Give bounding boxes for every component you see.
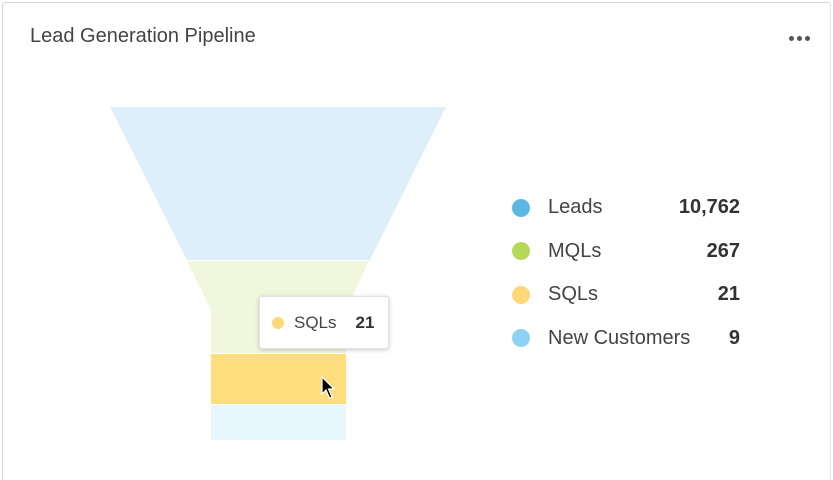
tooltip-label: SQLs	[294, 312, 337, 332]
legend-value: 10,762	[678, 196, 740, 219]
arrow-cursor-icon	[321, 376, 336, 399]
legend-label: Leads	[548, 196, 603, 219]
dot	[797, 35, 802, 41]
legend-item-leads[interactable]: Leads 10,762	[512, 186, 740, 230]
legend-value: 267	[706, 239, 740, 262]
chart-title: Lead Generation Pipeline	[30, 25, 256, 47]
legend-value: 21	[717, 283, 740, 306]
funnel-segment-leads[interactable]	[110, 107, 446, 260]
funnel-segment-new-customers[interactable]	[211, 405, 346, 440]
legend-item-sqls[interactable]: SQLs 21	[512, 273, 740, 317]
legend-label: MQLs	[548, 239, 602, 262]
legend-dot-mqls	[512, 242, 530, 261]
dot	[805, 35, 810, 41]
chart-legend: Leads 10,762 MQLs 267 SQLs 21 New Custom…	[512, 186, 740, 360]
legend-value: 9	[728, 326, 740, 349]
legend-label: New Customers	[548, 326, 691, 349]
funnel-segment-sqls[interactable]	[211, 354, 346, 404]
legend-dot-sqls	[512, 285, 530, 304]
more-options-icon[interactable]	[789, 34, 815, 42]
legend-dot-leads	[512, 198, 530, 217]
chart-tooltip: SQLs 21	[259, 296, 389, 349]
legend-dot-new-customers	[512, 329, 530, 348]
legend-label: SQLs	[548, 283, 599, 306]
legend-item-new-customers[interactable]: New Customers 9	[512, 317, 740, 361]
tooltip-value: 21	[355, 312, 375, 332]
tooltip-dot	[272, 316, 284, 329]
dot	[789, 35, 794, 41]
legend-item-mqls[interactable]: MQLs 267	[512, 230, 740, 274]
